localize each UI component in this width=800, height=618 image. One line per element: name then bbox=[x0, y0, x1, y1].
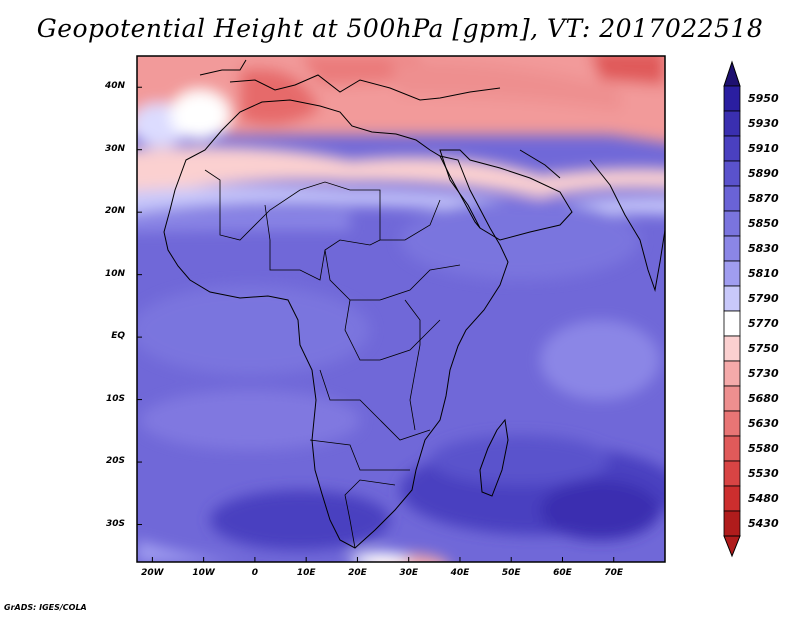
colorbar-swatch bbox=[723, 435, 741, 462]
colorbar-swatch bbox=[723, 160, 741, 187]
colorbar-label: 5810 bbox=[748, 266, 779, 280]
colorbar-label: 5480 bbox=[748, 491, 779, 505]
lon-tick-label: 40E bbox=[450, 568, 470, 578]
colorbar-swatch bbox=[723, 85, 741, 112]
colorbar-swatch bbox=[723, 485, 741, 512]
geopotential-height-field bbox=[137, 56, 665, 562]
lon-tick-label: 50E bbox=[501, 568, 521, 578]
lat-tick-label: 10S bbox=[105, 393, 125, 404]
colorbar-swatch bbox=[723, 185, 741, 212]
colorbar-label: 5680 bbox=[748, 391, 779, 405]
country-borders bbox=[204, 169, 461, 549]
lon-tick-label: 60E bbox=[553, 568, 572, 578]
colorbar-swatch bbox=[723, 460, 741, 487]
colorbar-label: 5730 bbox=[748, 366, 779, 380]
lon-tick-label: 20W bbox=[141, 568, 164, 578]
colorbar-label: 5850 bbox=[748, 216, 779, 230]
coastlines bbox=[163, 59, 665, 549]
lat-tick-label: 30N bbox=[104, 143, 125, 154]
lat-tick-label: 40N bbox=[104, 81, 125, 92]
colorbar-label: 5770 bbox=[748, 316, 779, 330]
colorbar-label: 5870 bbox=[748, 191, 779, 205]
lat-tick-label: 30S bbox=[105, 518, 125, 529]
colorbar-swatch bbox=[723, 410, 741, 437]
lat-tick-label: 20N bbox=[104, 206, 125, 217]
colorbar-swatch bbox=[723, 285, 741, 312]
lat-tick-label: EQ bbox=[111, 331, 125, 342]
colorbar-swatch bbox=[723, 335, 741, 362]
colorbar-swatch bbox=[723, 135, 741, 162]
colorbar-swatch bbox=[723, 110, 741, 137]
colorbar-swatch bbox=[723, 210, 741, 237]
lon-tick-label: 20E bbox=[348, 568, 367, 578]
lon-tick-label: 30E bbox=[399, 568, 419, 578]
lat-tick-label: 20S bbox=[105, 456, 125, 467]
colorbar-bottom-arrow bbox=[723, 535, 741, 558]
colorbar-swatch bbox=[723, 235, 741, 262]
colorbar-label: 5580 bbox=[748, 441, 779, 455]
lon-tick-label: 10E bbox=[296, 568, 316, 578]
axis-ticks bbox=[137, 86, 615, 562]
lon-tick-label: 70E bbox=[604, 568, 624, 578]
colorbar-swatch bbox=[723, 260, 741, 287]
grads-credit: GrADS: IGES/COLA bbox=[4, 603, 87, 612]
map-title: Geopotential Height at 500hPa [gpm], VT:… bbox=[36, 14, 764, 43]
colorbar-label: 5750 bbox=[748, 341, 779, 355]
colorbar-label: 5430 bbox=[748, 516, 779, 530]
colorbar-top-arrow bbox=[723, 60, 741, 87]
colorbar-label: 5830 bbox=[748, 241, 779, 255]
colorbar-label: 5910 bbox=[748, 141, 779, 155]
colorbar-label: 5790 bbox=[748, 291, 779, 305]
colorbar-swatch bbox=[723, 385, 741, 412]
plot-frame bbox=[136, 55, 666, 563]
colorbar-label: 5890 bbox=[748, 166, 779, 180]
lon-tick-label: 0 bbox=[251, 568, 259, 578]
colorbar-label: 5630 bbox=[748, 416, 779, 430]
lon-tick-label: 10W bbox=[192, 568, 215, 578]
colorbar-swatch bbox=[723, 310, 741, 337]
lat-tick-label: 10N bbox=[104, 268, 125, 279]
colorbar-swatch bbox=[723, 360, 741, 387]
colorbar-label: 5930 bbox=[748, 116, 779, 130]
colorbar-label: 5530 bbox=[748, 466, 779, 480]
colorbar-swatch bbox=[723, 510, 741, 537]
colorbar-label: 5950 bbox=[748, 91, 779, 105]
colorbar bbox=[723, 60, 741, 558]
